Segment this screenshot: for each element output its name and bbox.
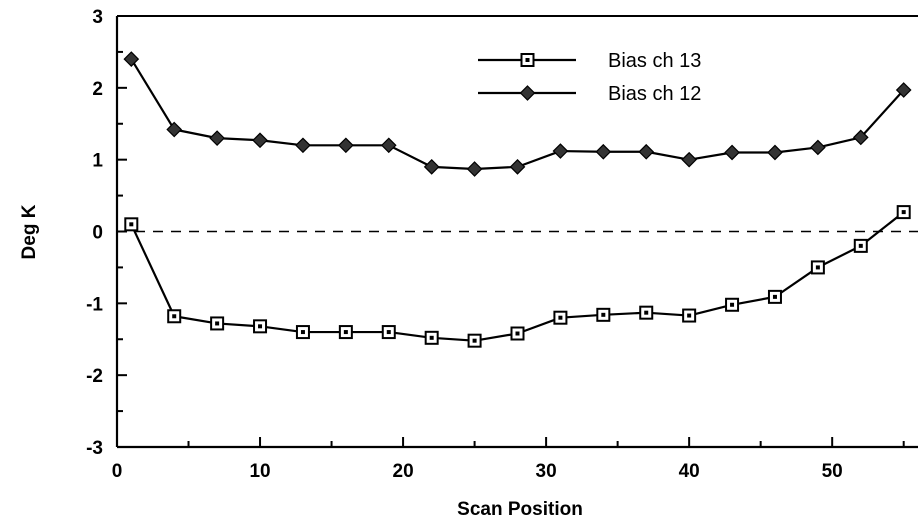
x-tick-label: 20: [393, 461, 414, 482]
data-point-diamond: [552, 143, 569, 159]
data-point-square-dot: [386, 330, 391, 335]
legend-marker-square-dot: [525, 58, 530, 62]
x-tick-label: 50: [822, 461, 843, 482]
data-point-diamond: [338, 137, 354, 154]
data-point-diamond: [295, 137, 311, 154]
data-point-square-dot: [515, 331, 520, 336]
data-point-square-dot: [558, 315, 563, 320]
data-point-diamond: [681, 151, 697, 168]
data-point-diamond: [724, 144, 740, 161]
data-point-diamond: [380, 137, 397, 154]
data-point-square-dot: [300, 330, 305, 335]
y-tick-label: -2: [86, 366, 103, 387]
y-tick-label: -3: [86, 438, 103, 459]
data-point-diamond: [466, 161, 483, 177]
data-point-diamond: [123, 51, 140, 67]
data-point-square-dot: [730, 302, 735, 307]
legend-label-bias-ch-13: Bias ch 13: [608, 50, 701, 72]
data-point-square-dot: [172, 314, 177, 319]
x-axis-label: Scan Position: [457, 499, 583, 520]
x-tick-label: 10: [249, 461, 270, 482]
data-point-square-dot: [687, 313, 692, 318]
legend: Bias ch 13 Bias ch 12: [478, 50, 701, 105]
data-point-diamond: [423, 159, 440, 175]
y-tick-label: 2: [92, 79, 103, 100]
data-point-square-dot: [472, 338, 477, 343]
data-point-square-dot: [858, 243, 863, 248]
data-point-square-dot: [601, 312, 606, 317]
data-point-diamond: [767, 144, 783, 161]
y-tick-label: 1: [92, 151, 103, 172]
data-point-diamond: [638, 143, 655, 160]
y-tick-label: 0: [92, 223, 103, 244]
series-line: [130, 58, 905, 171]
data-point-square-dot: [129, 222, 134, 227]
series-group: [123, 51, 912, 348]
legend-marker-diamond: [519, 85, 536, 101]
data-point-diamond: [895, 82, 912, 98]
data-point-square-dot: [258, 324, 263, 329]
data-point-diamond: [509, 159, 526, 175]
data-point-square-dot: [644, 310, 649, 315]
series-0: [124, 205, 911, 348]
data-point-diamond: [852, 129, 869, 146]
data-point-square-dot: [215, 321, 220, 326]
data-point-diamond: [166, 121, 183, 138]
data-point-square-dot: [901, 210, 906, 215]
data-point-square-dot: [772, 294, 777, 299]
x-tick-label: 40: [679, 461, 700, 482]
x-tick-label: 30: [536, 461, 557, 482]
series-1: [123, 51, 912, 177]
y-tick-label: -1: [86, 294, 103, 315]
data-point-diamond: [252, 132, 268, 149]
data-point-diamond: [595, 143, 612, 160]
y-axis-label: Deg K: [19, 204, 40, 259]
data-point-square-dot: [429, 335, 434, 340]
data-point-square-dot: [815, 265, 820, 270]
data-point-diamond: [810, 139, 826, 156]
legend-label-bias-ch-12: Bias ch 12: [608, 83, 701, 105]
x-tick-label: 0: [112, 461, 123, 482]
y-tick-label: 3: [92, 7, 103, 28]
data-point-diamond: [209, 130, 225, 146]
data-point-square-dot: [343, 330, 348, 335]
